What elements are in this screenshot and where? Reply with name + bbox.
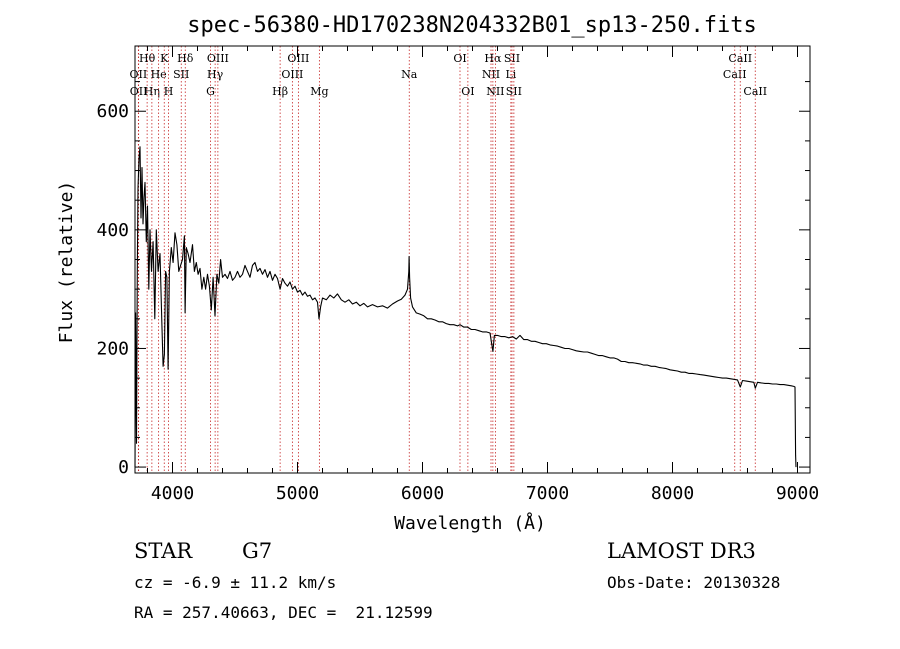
chart-title: spec-56380-HD170238N204332B01_sp13-250.f… — [187, 13, 757, 38]
redshift-value: cz = -6.9 ± 11.2 km/s — [134, 573, 337, 592]
spectral-line-label: OI — [461, 85, 474, 98]
spectral-line-label: SII — [173, 68, 189, 81]
chart-axes: 4000 5000 6000 7000 8000 9000 0 200 400 600 — [96, 45, 819, 504]
spectral-line-label: NII — [486, 85, 504, 98]
spectral-line-label: CaII — [728, 52, 752, 65]
spectral-line-label: H — [164, 85, 174, 98]
spectrum-line — [134, 146, 797, 468]
survey-name: LAMOST DR3 — [607, 539, 756, 563]
spectral-line-markers: OIIOIIHθHηHeKHSIIHδGHγOIIIHβOIIIOIIIMgNa… — [130, 46, 767, 473]
object-subclass: G7 — [242, 539, 273, 563]
spectral-line-label: Hα — [484, 52, 502, 65]
spectral-line-label: NII — [482, 68, 500, 81]
spectrum-plot — [134, 146, 797, 468]
spectral-line-label: SII — [506, 85, 522, 98]
sky-coordinates: RA = 257.40663, DEC = 21.12599 — [134, 603, 433, 622]
x-axis-label: Wavelength (Å) — [394, 512, 546, 534]
spectral-line-label: Li — [505, 68, 516, 81]
y-tick-label: 400 — [96, 220, 129, 241]
object-class: STAR — [134, 539, 193, 563]
spectral-line-label: K — [160, 52, 169, 65]
plot-frame — [134, 45, 811, 474]
spectral-line-label: Hγ — [207, 68, 224, 81]
spectral-line-label: Hδ — [177, 52, 194, 65]
spectral-line-label: Mg — [310, 85, 328, 98]
y-tick-label: 600 — [96, 101, 129, 122]
x-tick-label: 8000 — [651, 483, 694, 504]
observation-date: Obs-Date: 20130328 — [607, 573, 781, 592]
y-tick-label: 0 — [118, 457, 129, 478]
spectral-line-label: Hη — [144, 85, 160, 98]
spectral-line-label: OIII — [281, 68, 303, 81]
x-tick-label: 6000 — [401, 483, 444, 504]
y-axis-label: Flux (relative) — [56, 181, 77, 344]
x-tick-label: 4000 — [151, 483, 194, 504]
spectral-line-label: OII — [130, 85, 148, 98]
spectral-line-label: G — [206, 85, 215, 98]
spectral-line-label: He — [151, 68, 167, 81]
x-tick-label: 7000 — [526, 483, 569, 504]
spectral-line-label: OIII — [287, 52, 309, 65]
y-tick-label: 200 — [96, 338, 129, 359]
spectral-line-label: CaII — [723, 68, 747, 81]
spectral-line-label: Hβ — [272, 85, 288, 98]
spectral-line-label: CaII — [743, 85, 767, 98]
x-tick-label: 9000 — [776, 483, 819, 504]
spectral-line-label: OI — [453, 52, 466, 65]
x-tick-label: 5000 — [276, 483, 319, 504]
spectral-line-label: Hθ — [139, 52, 156, 65]
spectral-line-label: OIII — [207, 52, 229, 65]
spectral-line-label: SII — [504, 52, 520, 65]
spectral-line-label: Na — [401, 68, 418, 81]
